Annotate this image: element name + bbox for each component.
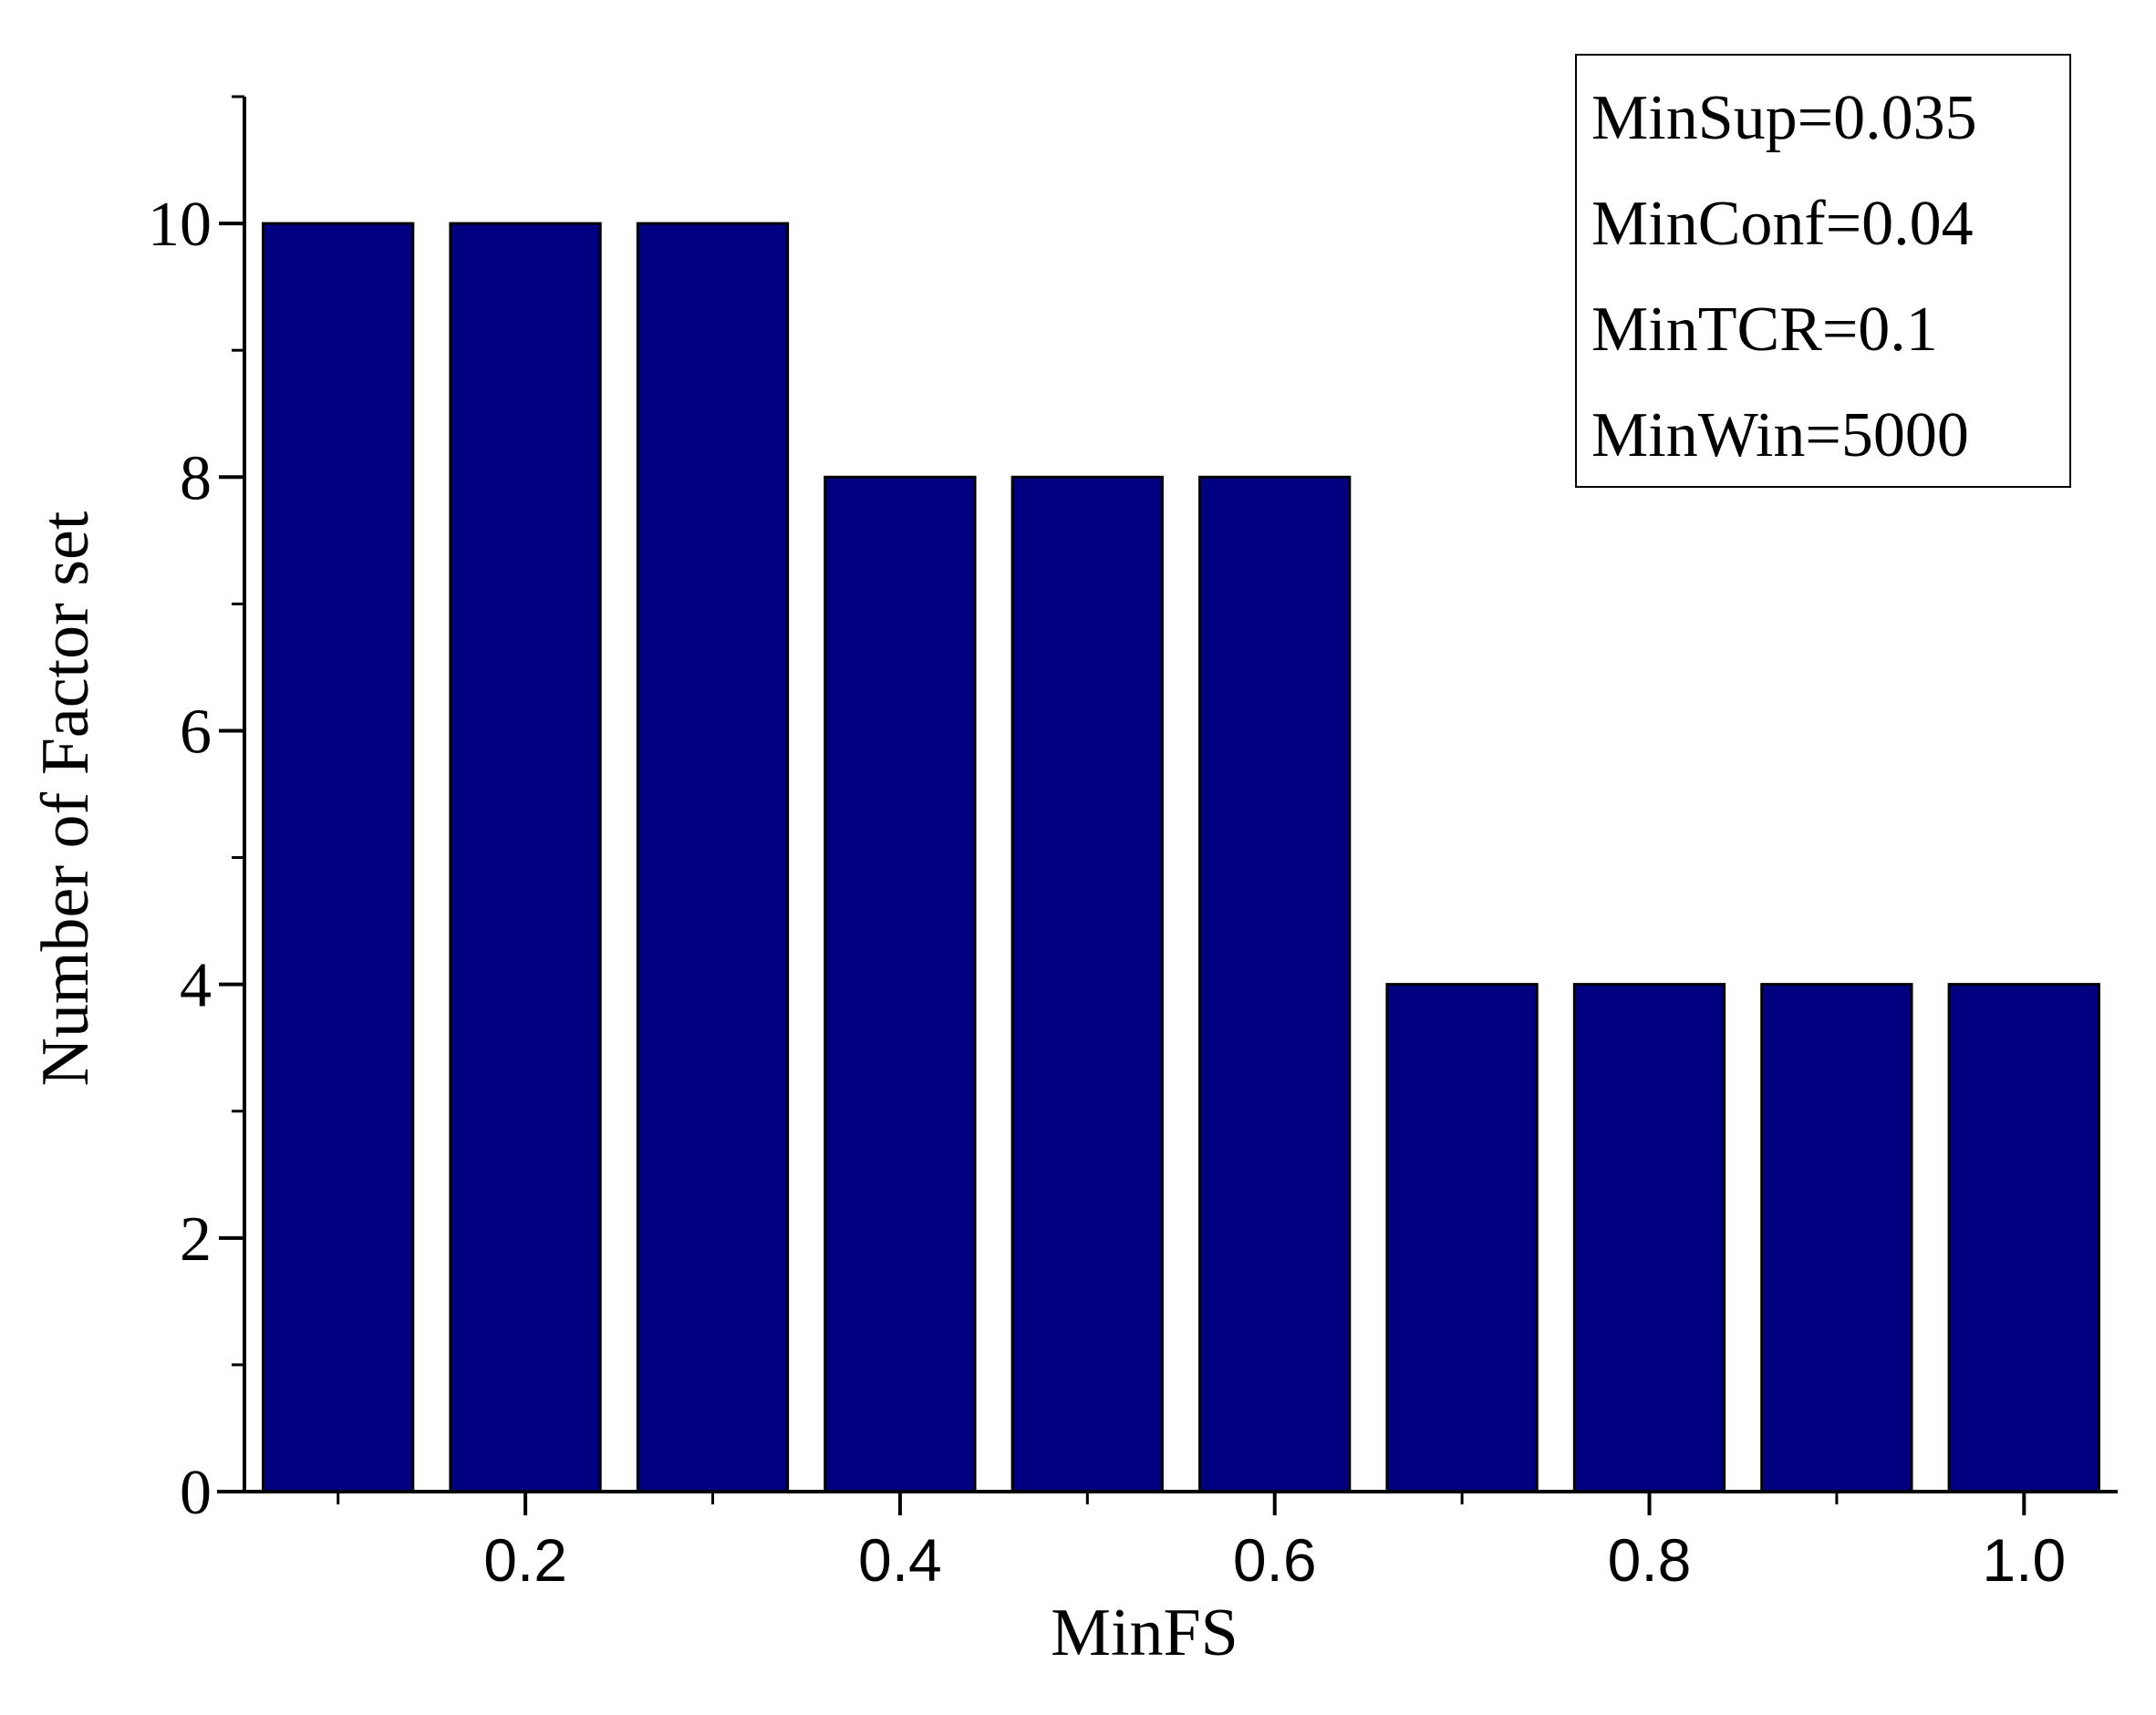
bar-10	[1947, 983, 2100, 1493]
x-axis-label: MinFS	[1051, 1596, 1239, 1670]
y-tick-label-4: 4	[180, 951, 212, 1021]
ticks-group: 0 2 4 6 8 10 0.2 0.4 0.6 0.8 1.0	[148, 95, 2066, 1594]
bar-3	[636, 222, 790, 1493]
y-tick-label-2: 2	[180, 1204, 212, 1275]
x-tick-label-6: 0.6	[1233, 1526, 1317, 1594]
x-tick-label-2: 0.2	[483, 1526, 567, 1594]
y-tick-label-10: 10	[148, 190, 212, 260]
bar-4	[824, 475, 977, 1493]
y-tick-label-6: 6	[180, 697, 212, 767]
bar-5	[1011, 475, 1164, 1493]
bar-9	[1760, 983, 1913, 1493]
y-tick-label-8: 8	[180, 443, 212, 513]
legend-frame	[1575, 54, 2071, 488]
bar-2	[449, 222, 602, 1493]
legend-entry-minconf: MinConf=0.04	[1591, 189, 1974, 259]
legend-entry-mintcr: MinTCR=0.1	[1591, 294, 1938, 365]
legend-box: MinSup=0.035 MinConf=0.04 MinTCR=0.1 Min…	[1575, 54, 2071, 488]
bar-6	[1198, 475, 1352, 1493]
x-tick-label-4: 0.4	[858, 1526, 942, 1594]
y-tick-label-0: 0	[180, 1458, 212, 1528]
legend-entry-minsup: MinSup=0.035	[1591, 83, 1977, 153]
axes-group	[217, 97, 2118, 1493]
bars-group	[262, 222, 2100, 1493]
legend-entry-minwin: MinWin=5000	[1591, 400, 1969, 470]
y-axis-label: Number of Factor set	[28, 511, 103, 1086]
bar-1	[262, 222, 415, 1493]
x-tick-label-8: 0.8	[1608, 1526, 1692, 1594]
x-tick-label-10: 1.0	[1982, 1526, 2066, 1594]
bar-8	[1572, 983, 1726, 1493]
bar-7	[1385, 983, 1539, 1493]
